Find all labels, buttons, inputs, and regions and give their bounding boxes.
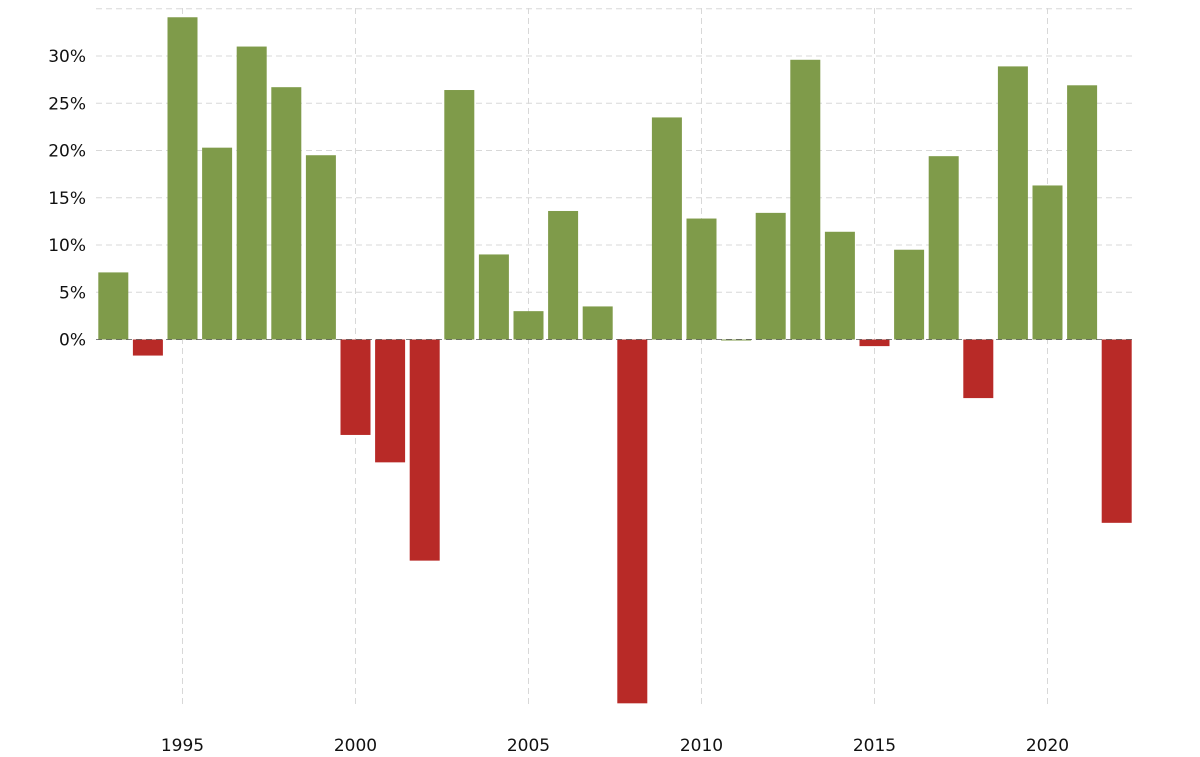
bar-2003 xyxy=(444,90,475,340)
bar-2020 xyxy=(1032,185,1063,340)
y-tick-label: 25% xyxy=(48,94,86,114)
x-tick-label: 2000 xyxy=(334,736,377,756)
bar-2022 xyxy=(1101,339,1132,523)
bar-2012 xyxy=(755,212,786,340)
bar-2007 xyxy=(582,306,613,340)
bar-2014 xyxy=(824,231,855,340)
bar-2018 xyxy=(963,339,994,399)
bar-2005 xyxy=(513,311,544,340)
x-axis-labels: 1995 2000 2005 2010 2015 2020 xyxy=(161,736,1069,756)
bar-1999 xyxy=(305,155,336,340)
y-tick-label: 0% xyxy=(59,331,86,351)
x-tick-label: 2015 xyxy=(853,736,896,756)
bar-1998 xyxy=(271,87,302,340)
bar-1994 xyxy=(132,339,163,356)
bar-1995 xyxy=(167,17,198,340)
y-tick-label: 5% xyxy=(59,283,86,303)
x-tick-label: 2010 xyxy=(680,736,723,756)
bar-2004 xyxy=(478,254,509,340)
bar-2006 xyxy=(548,210,579,340)
bar-1993 xyxy=(98,272,129,340)
bar-1996 xyxy=(202,147,233,340)
bar-2017 xyxy=(928,156,959,340)
bar-2010 xyxy=(686,218,717,340)
x-tick-label: 1995 xyxy=(161,736,204,756)
bar-2016 xyxy=(894,249,925,340)
y-axis-labels: 0% 5% 10% 15% 20% 25% 30% xyxy=(48,47,86,351)
bar-2001 xyxy=(375,339,406,463)
y-tick-label: 30% xyxy=(48,47,86,67)
x-tick-label: 2020 xyxy=(1026,736,1069,756)
bar-2009 xyxy=(651,117,682,340)
bar-1997 xyxy=(236,46,267,340)
y-tick-label: 15% xyxy=(48,189,86,209)
y-tick-label: 20% xyxy=(48,142,86,162)
y-tick-label: 10% xyxy=(48,236,86,256)
bars xyxy=(98,17,1132,704)
x-tick-label: 2005 xyxy=(507,736,550,756)
bar-2000 xyxy=(340,339,371,435)
bar-2019 xyxy=(997,66,1028,340)
bar-2002 xyxy=(409,339,440,561)
bar-2015 xyxy=(859,339,890,347)
bar-2013 xyxy=(790,59,821,340)
bar-2008 xyxy=(617,339,648,704)
bar-2021 xyxy=(1067,85,1098,340)
